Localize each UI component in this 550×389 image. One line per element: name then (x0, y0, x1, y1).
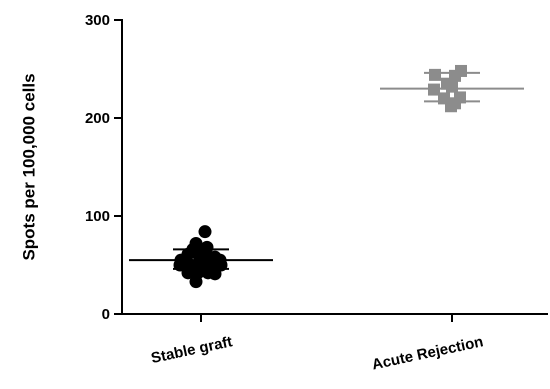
y-tick-label: 200 (85, 110, 110, 127)
y-axis-title: Spots per 100,000 cells (19, 73, 38, 260)
category-label: Stable graft (150, 333, 234, 367)
y-tick-label: 100 (85, 208, 110, 225)
tick-group: 0 100 200 300 (85, 12, 122, 323)
data-point (189, 275, 203, 289)
data-marks (129, 64, 524, 289)
category-labels: Stable graft Acute Rejection (150, 314, 485, 373)
series-group (129, 225, 273, 289)
data-point (429, 68, 441, 81)
y-tick-label: 0 (102, 306, 110, 323)
category-label: Acute Rejection (370, 333, 484, 373)
data-point (446, 80, 458, 93)
data-point (445, 100, 457, 113)
y-tick-label: 300 (85, 12, 110, 29)
data-point (198, 225, 212, 239)
data-point (208, 267, 222, 281)
series-group (380, 64, 524, 113)
